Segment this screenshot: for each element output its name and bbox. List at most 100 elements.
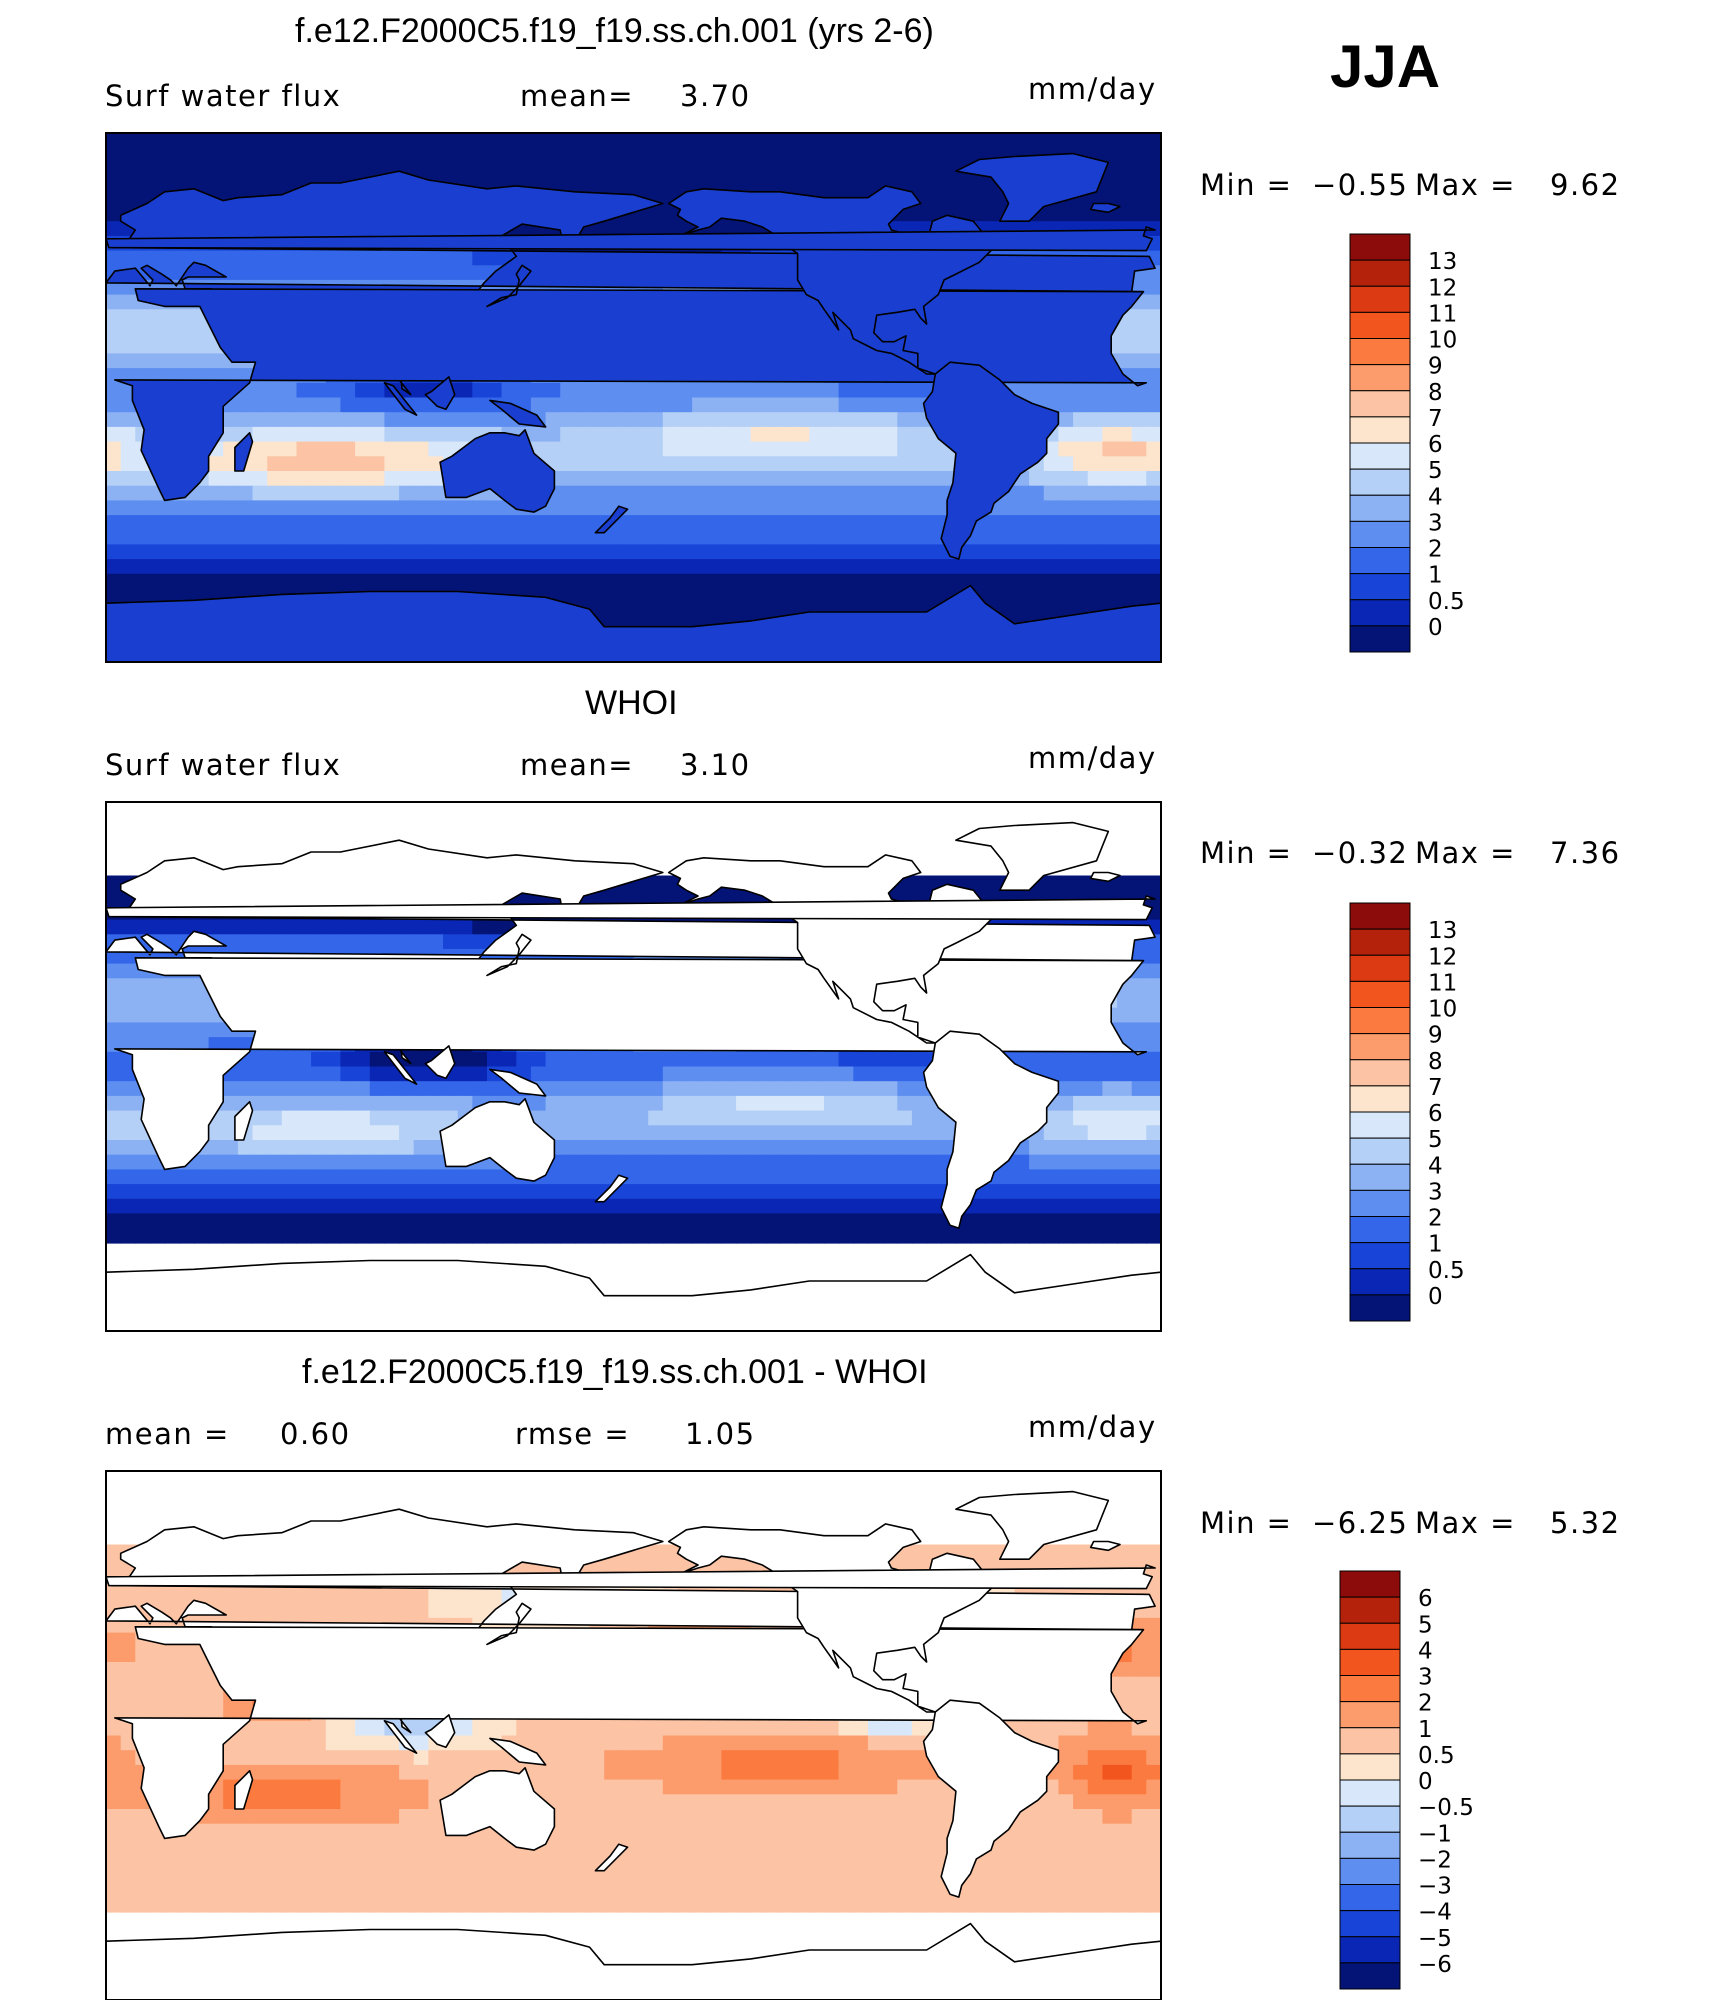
colorbar-swatch: [1350, 903, 1410, 929]
colorbar-tick-label: 0.5: [1428, 589, 1465, 615]
panel-2-mean-label: mean=: [520, 748, 634, 782]
colorbar-tick-label: 13: [1428, 249, 1457, 275]
panel-3-title: f.e12.F2000C5.f19_f19.ss.ch.001 - WHOI: [302, 1353, 928, 1392]
panel-1-units: mm/day: [1028, 72, 1157, 106]
colorbar-swatch: [1350, 1217, 1410, 1243]
colorbar-swatch: [1350, 1164, 1410, 1190]
colorbar-swatch: [1340, 1832, 1400, 1858]
panel-1-max-label: Max =: [1415, 168, 1516, 202]
colorbar-swatch: [1350, 1112, 1410, 1138]
colorbar-tick-label: 1: [1418, 1717, 1433, 1743]
colorbar-tick-label: 12: [1428, 944, 1457, 970]
colorbar-tick-label: 0: [1428, 1284, 1443, 1310]
colorbar-tick-label: 2: [1428, 1206, 1443, 1232]
colorbar-tick-label: 9: [1428, 1023, 1443, 1049]
colorbar-tick-label: −1: [1418, 1821, 1452, 1847]
colorbar-swatch: [1350, 1295, 1410, 1321]
colorbar-swatch: [1340, 1754, 1400, 1780]
panel-1-min-label: Min =: [1200, 168, 1292, 202]
colorbar-tick-label: 5: [1418, 1612, 1433, 1638]
colorbar-tick-label: 9: [1428, 354, 1443, 380]
colorbar-swatch: [1350, 929, 1410, 955]
panel-2-max-value: 7.36: [1550, 836, 1621, 870]
panel-3-min-label: Min =: [1200, 1506, 1292, 1540]
panel-2-units: mm/day: [1028, 741, 1157, 775]
panel-2-mean-value: 3.10: [680, 748, 751, 782]
colorbar-tick-label: 2: [1428, 537, 1443, 563]
panel-2-max-label: Max =: [1415, 836, 1516, 870]
colorbar-swatch: [1350, 600, 1410, 626]
panel-1-min-value: −0.55: [1312, 168, 1408, 202]
colorbar-swatch: [1350, 1190, 1410, 1216]
panel-2-min-label: Min =: [1200, 836, 1292, 870]
panel-1-mean-value: 3.70: [680, 79, 751, 113]
colorbar-swatch: [1340, 1623, 1400, 1649]
colorbar-tick-label: 2: [1418, 1691, 1433, 1717]
panel-3-map: [106, 1471, 1161, 2000]
colorbar-swatch: [1350, 1086, 1410, 1112]
map-field: [106, 1471, 1162, 2000]
panel-3-max-value: 5.32: [1550, 1506, 1621, 1540]
colorbar-swatch: [1340, 1911, 1400, 1937]
colorbar-tick-label: 7: [1428, 406, 1443, 432]
map-field: [106, 133, 1162, 663]
colorbar-swatch: [1350, 1269, 1410, 1295]
panel-3-units: mm/day: [1028, 1410, 1157, 1444]
colorbar-tick-label: 5: [1428, 1127, 1443, 1153]
colorbar-swatch: [1350, 312, 1410, 338]
colorbar-tick-label: 3: [1428, 510, 1443, 536]
colorbar-swatch: [1350, 521, 1410, 547]
panel-3-max-label: Max =: [1415, 1506, 1516, 1540]
colorbar-swatch: [1350, 443, 1410, 469]
panel-1-variable-label: Surf water flux: [105, 79, 341, 113]
colorbar-swatch: [1350, 1034, 1410, 1060]
colorbar-swatch: [1340, 1702, 1400, 1728]
colorbar-swatch: [1350, 574, 1410, 600]
colorbar-swatch: [1340, 1963, 1400, 1989]
colorbar-swatch: [1350, 339, 1410, 365]
colorbar-swatch: [1350, 391, 1410, 417]
panel-1-mean-label: mean=: [520, 79, 634, 113]
colorbar-tick-label: 5: [1428, 458, 1443, 484]
colorbar-tick-label: 0.5: [1428, 1258, 1465, 1284]
colorbar-swatch: [1350, 495, 1410, 521]
colorbar-tick-label: 0.5: [1418, 1743, 1455, 1769]
colorbar-swatch: [1340, 1597, 1400, 1623]
colorbar-swatch: [1340, 1571, 1400, 1597]
colorbar-swatch: [1340, 1937, 1400, 1963]
colorbar-swatch: [1350, 1060, 1410, 1086]
colorbar-tick-label: −4: [1418, 1900, 1452, 1926]
colorbar-tick-label: 6: [1418, 1586, 1433, 1612]
colorbar-tick-label: 0: [1418, 1769, 1433, 1795]
colorbar-swatch: [1340, 1676, 1400, 1702]
panel-1-map: [106, 133, 1161, 662]
colorbar-swatch: [1350, 626, 1410, 652]
colorbar-tick-label: 3: [1418, 1665, 1433, 1691]
colorbar-swatch: [1340, 1885, 1400, 1911]
panel-1-title: f.e12.F2000C5.f19_f19.ss.ch.001 (yrs 2-6…: [295, 12, 934, 51]
colorbar-tick-label: 13: [1428, 918, 1457, 944]
colorbar-swatch: [1350, 1008, 1410, 1034]
colorbar-tick-label: −0.5: [1418, 1795, 1474, 1821]
colorbar-tick-label: 7: [1428, 1075, 1443, 1101]
colorbar-swatch: [1350, 1138, 1410, 1164]
panel-2-map: [106, 802, 1161, 1331]
colorbar-tick-label: 4: [1428, 484, 1443, 510]
colorbar-tick-label: 10: [1428, 997, 1457, 1023]
colorbar-tick-label: 11: [1428, 970, 1457, 996]
colorbar-tick-label: 3: [1428, 1179, 1443, 1205]
panel-1-max-value: 9.62: [1550, 168, 1621, 202]
colorbar-swatch: [1340, 1858, 1400, 1884]
colorbar-swatch: [1350, 469, 1410, 495]
colorbar-swatch: [1340, 1649, 1400, 1675]
colorbar-swatch: [1350, 955, 1410, 981]
colorbar-swatch: [1350, 286, 1410, 312]
colorbar-tick-label: 4: [1418, 1638, 1433, 1664]
colorbar-tick-label: 0: [1428, 615, 1443, 641]
panel-3-mean-value: 0.60: [280, 1417, 351, 1451]
colorbar-swatch: [1350, 981, 1410, 1007]
colorbar-tick-label: 1: [1428, 1232, 1443, 1258]
colorbar-tick-label: 11: [1428, 301, 1457, 327]
